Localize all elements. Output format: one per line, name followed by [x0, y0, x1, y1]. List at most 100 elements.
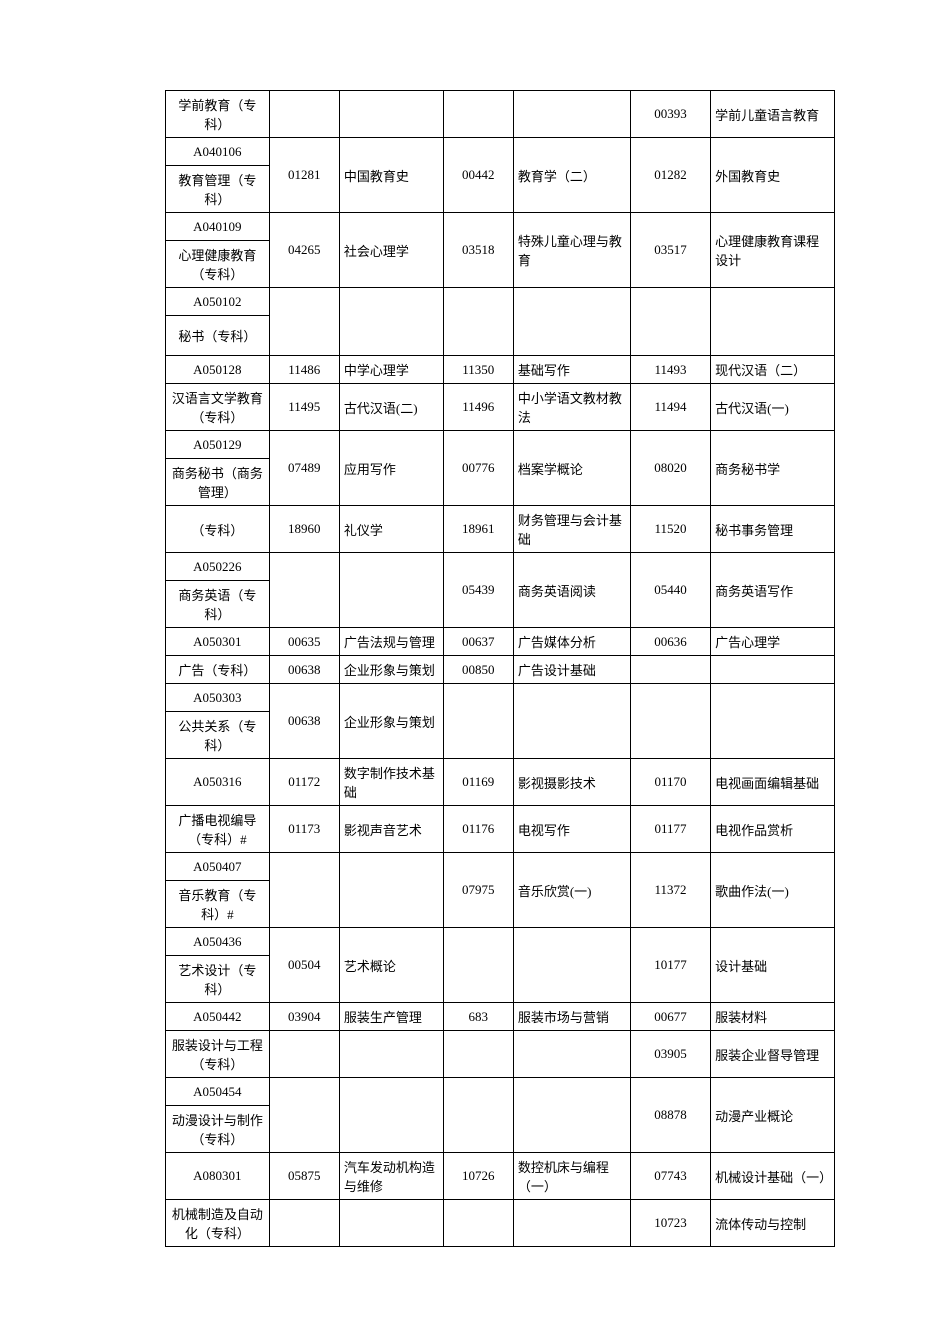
table-cell: 07975	[443, 853, 513, 928]
table-cell: 中小学语文教材教法	[513, 384, 630, 431]
table-cell: 01281	[269, 138, 339, 213]
table-cell	[711, 656, 835, 684]
table-cell: 01282	[630, 138, 710, 213]
table-cell: A050301	[166, 628, 270, 656]
table-cell: A050436	[166, 928, 270, 956]
table-cell	[513, 1078, 630, 1153]
table-cell	[443, 1078, 513, 1153]
table-cell	[513, 1200, 630, 1247]
table-cell: A050303	[166, 684, 270, 712]
table-cell: 11372	[630, 853, 710, 928]
table-cell: 服装生产管理	[339, 1003, 443, 1031]
table-cell: 影视摄影技术	[513, 759, 630, 806]
table-cell: 商务秘书学	[711, 431, 835, 506]
table-cell: 10177	[630, 928, 710, 1003]
table-cell: 商务英语阅读	[513, 553, 630, 628]
table-cell: 广播电视编导（专科）#	[166, 806, 270, 853]
table-cell	[269, 853, 339, 928]
table-row: A05030300638企业形象与策划	[166, 684, 835, 712]
table-cell	[339, 1031, 443, 1078]
table-cell: 动漫设计与制作（专科）	[166, 1106, 270, 1153]
table-cell: 企业形象与策划	[339, 656, 443, 684]
table-cell: 社会心理学	[339, 213, 443, 288]
table-cell	[630, 656, 710, 684]
table-cell: 设计基础	[711, 928, 835, 1003]
table-cell	[711, 288, 835, 356]
table-cell: 服装设计与工程（专科）	[166, 1031, 270, 1078]
table-cell: 07743	[630, 1153, 710, 1200]
table-cell	[711, 684, 835, 759]
table-row: （专科）18960礼仪学18961财务管理与会计基础11520秘书事务管理	[166, 506, 835, 553]
table-cell: 音乐欣赏(一)	[513, 853, 630, 928]
table-cell: 数字制作技术基础	[339, 759, 443, 806]
table-cell: 11495	[269, 384, 339, 431]
table-row: 机械制造及自动化（专科）10723流体传动与控制	[166, 1200, 835, 1247]
table-cell: 服装材料	[711, 1003, 835, 1031]
table-cell	[443, 1031, 513, 1078]
table-cell: 00638	[269, 656, 339, 684]
table-cell: 艺术概论	[339, 928, 443, 1003]
table-cell: 00393	[630, 91, 710, 138]
table-cell	[269, 91, 339, 138]
table-cell: 11494	[630, 384, 710, 431]
table-row: A05012811486中学心理学11350基础写作11493现代汉语（二）	[166, 356, 835, 384]
table-cell: 基础写作	[513, 356, 630, 384]
table-cell: 企业形象与策划	[339, 684, 443, 759]
table-row: A08030105875汽车发动机构造与维修10726数控机床与编程（一）077…	[166, 1153, 835, 1200]
table-cell: 影视声音艺术	[339, 806, 443, 853]
table-row: 广告（专科）00638企业形象与策划00850广告设计基础	[166, 656, 835, 684]
table-cell: A050129	[166, 431, 270, 459]
table-row: 广播电视编导（专科）#01173影视声音艺术01176电视写作01177电视作品…	[166, 806, 835, 853]
table-cell: 01173	[269, 806, 339, 853]
table-cell: A050454	[166, 1078, 270, 1106]
table-cell	[269, 1200, 339, 1247]
table-cell: 学前教育（专科）	[166, 91, 270, 138]
table-row: 汉语言文学教育（专科）11495古代汉语(二)11496中小学语文教材教法114…	[166, 384, 835, 431]
table-cell: A080301	[166, 1153, 270, 1200]
table-row: A05043600504艺术概论10177设计基础	[166, 928, 835, 956]
table-cell: 00677	[630, 1003, 710, 1031]
table-cell: 08878	[630, 1078, 710, 1153]
table-cell: 03517	[630, 213, 710, 288]
table-cell: 汉语言文学教育（专科）	[166, 384, 270, 431]
table-row: A04010904265社会心理学03518特殊儿童心理与教育03517心理健康…	[166, 213, 835, 241]
table-cell: 机械设计基础（一）	[711, 1153, 835, 1200]
table-row: A05031601172数字制作技术基础01169影视摄影技术01170电视画面…	[166, 759, 835, 806]
table-cell: A050128	[166, 356, 270, 384]
table-cell	[513, 1031, 630, 1078]
table-cell: 歌曲作法(一)	[711, 853, 835, 928]
table-cell: 古代汉语(一)	[711, 384, 835, 431]
table-cell: 心理健康教育课程设计	[711, 213, 835, 288]
table-cell: 广告（专科）	[166, 656, 270, 684]
table-row: A05045408878动漫产业概论	[166, 1078, 835, 1106]
table-cell: 11493	[630, 356, 710, 384]
table-cell	[443, 684, 513, 759]
table-cell: 11350	[443, 356, 513, 384]
table-cell	[269, 1031, 339, 1078]
table-cell: 数控机床与编程（一）	[513, 1153, 630, 1200]
table-cell: 01169	[443, 759, 513, 806]
table-row: A05012907489应用写作00776档案学概论08020商务秘书学	[166, 431, 835, 459]
table-cell: 电视写作	[513, 806, 630, 853]
table-cell: 艺术设计（专科）	[166, 956, 270, 1003]
table-cell: 教育学（二）	[513, 138, 630, 213]
table-cell: A050226	[166, 553, 270, 581]
table-cell: 01172	[269, 759, 339, 806]
table-cell	[630, 684, 710, 759]
table-cell: 04265	[269, 213, 339, 288]
table-cell: 商务英语（专科）	[166, 581, 270, 628]
table-cell: 心理健康教育（专科）	[166, 241, 270, 288]
table-cell	[443, 288, 513, 356]
table-cell: 18960	[269, 506, 339, 553]
table-cell: 01176	[443, 806, 513, 853]
table-cell: 汽车发动机构造与维修	[339, 1153, 443, 1200]
table-cell	[513, 684, 630, 759]
table-row: A05022605439商务英语阅读05440商务英语写作	[166, 553, 835, 581]
table-cell: （专科）	[166, 506, 270, 553]
table-cell: 00504	[269, 928, 339, 1003]
table-cell: 05439	[443, 553, 513, 628]
table-cell: A050102	[166, 288, 270, 316]
table-cell: 古代汉语(二)	[339, 384, 443, 431]
course-table: 学前教育（专科）00393学前儿童语言教育A04010601281中国教育史00…	[165, 90, 835, 1247]
table-cell: 服装市场与营销	[513, 1003, 630, 1031]
